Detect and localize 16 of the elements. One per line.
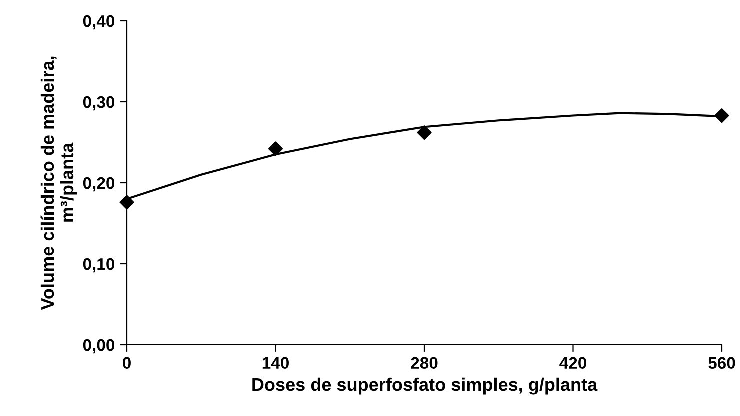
point: [714, 108, 730, 124]
y-axis-title: Volume cilíndrico de madeira, m³/planta: [40, 56, 78, 310]
x-tick-label: 140: [262, 357, 289, 370]
x-tick-label: 420: [560, 357, 586, 370]
point: [120, 195, 134, 210]
y-tick-label: 0,30: [83, 96, 115, 111]
y-tick-label: 0,10: [83, 258, 115, 273]
y-tick-label: 0,00: [83, 339, 115, 354]
point: [268, 142, 284, 156]
y-tick-label: 0,20: [83, 177, 115, 192]
x-axis-title: Doses de superfosfato simples, g/planta: [252, 378, 598, 395]
x-tick-label: 0: [123, 357, 131, 370]
point: [417, 125, 432, 140]
x-tick-label: 560: [708, 357, 736, 370]
y-tick-label: 0,40: [83, 15, 115, 30]
x-tick-label: 280: [411, 357, 438, 370]
